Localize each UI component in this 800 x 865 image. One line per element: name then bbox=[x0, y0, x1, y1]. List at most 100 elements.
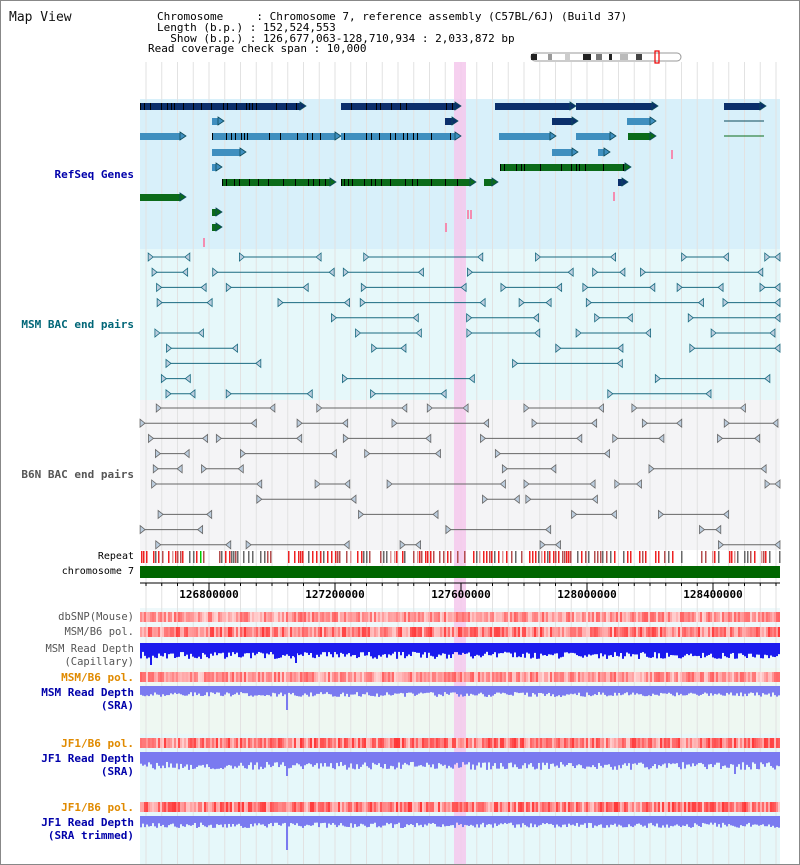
read-depth-bar bbox=[366, 752, 368, 767]
polymorphism-heat bbox=[524, 627, 526, 637]
polymorphism-heat bbox=[612, 627, 614, 637]
read-depth-bar bbox=[454, 816, 456, 828]
repeat-mark bbox=[447, 551, 449, 563]
polymorphism-heat bbox=[376, 738, 378, 748]
repeat-mark bbox=[417, 551, 419, 563]
read-depth-bar bbox=[626, 816, 628, 828]
polymorphism-heat bbox=[464, 612, 466, 622]
read-depth-bar bbox=[304, 752, 306, 766]
read-depth-bar bbox=[248, 686, 250, 697]
bac-end-marker bbox=[330, 448, 337, 459]
polymorphism-heat bbox=[562, 738, 564, 748]
polymorphism-heat bbox=[276, 627, 278, 637]
read-depth-bar bbox=[408, 752, 410, 766]
read-depth-bar bbox=[772, 752, 774, 768]
polymorphism-heat bbox=[638, 672, 640, 682]
read-depth-bar bbox=[392, 816, 394, 828]
polymorphism-heat bbox=[602, 612, 604, 622]
polymorphism-heat bbox=[312, 627, 314, 637]
read-depth-bar bbox=[218, 752, 220, 769]
polymorphism-heat bbox=[524, 612, 526, 622]
polymorphism-heat bbox=[252, 612, 254, 622]
msm-depth-sra-label[interactable]: MSM Read Depth bbox=[41, 686, 134, 699]
read-depth-bar bbox=[494, 816, 496, 824]
polymorphism-heat bbox=[306, 738, 308, 748]
read-depth-bar bbox=[214, 752, 216, 770]
axis-tick-label: 126800000 bbox=[179, 588, 239, 601]
polymorphism-heat bbox=[212, 738, 214, 748]
polymorphism-heat bbox=[692, 738, 694, 748]
polymorphism-heat bbox=[260, 802, 262, 812]
polymorphism-heat bbox=[702, 627, 704, 637]
jf1-depth-sra-label[interactable]: JF1 Read Depth bbox=[41, 752, 134, 765]
read-depth-bar bbox=[178, 643, 180, 657]
gene-exon bbox=[521, 164, 522, 171]
refseq-track-label[interactable]: RefSeq Genes bbox=[54, 168, 134, 181]
repeat-mark bbox=[233, 551, 235, 563]
ideogram-band bbox=[548, 54, 552, 60]
polymorphism-heat bbox=[430, 672, 432, 682]
polymorphism-heat bbox=[746, 672, 748, 682]
read-depth-bar bbox=[500, 643, 502, 654]
read-depth-bar bbox=[442, 686, 444, 697]
bac-end-marker bbox=[567, 267, 574, 278]
gene-exon bbox=[379, 133, 380, 140]
read-depth-bar bbox=[646, 816, 648, 828]
polymorphism-heat bbox=[592, 802, 594, 812]
polymorphism-heat bbox=[688, 627, 690, 637]
polymorphism-heat bbox=[262, 627, 264, 637]
read-depth-bar bbox=[302, 643, 304, 656]
read-depth-bar bbox=[446, 816, 448, 826]
polymorphism-heat bbox=[364, 612, 366, 622]
polymorphism-heat bbox=[490, 672, 492, 682]
polymorphism-heat bbox=[724, 672, 726, 682]
polymorphism-heat bbox=[300, 802, 302, 812]
read-depth-bar bbox=[724, 643, 726, 657]
read-depth-bar bbox=[170, 816, 172, 825]
polymorphism-heat bbox=[608, 802, 610, 812]
polymorphism-heat bbox=[254, 612, 256, 622]
polymorphism-heat bbox=[232, 612, 234, 622]
read-depth-bar bbox=[442, 816, 444, 825]
polymorphism-heat bbox=[296, 672, 298, 682]
polymorphism-heat bbox=[722, 612, 724, 622]
polymorphism-heat bbox=[584, 627, 586, 637]
polymorphism-heat bbox=[496, 802, 498, 812]
gene-exon bbox=[296, 103, 297, 110]
polymorphism-heat bbox=[480, 627, 482, 637]
polymorphism-heat bbox=[770, 612, 772, 622]
gene-exon bbox=[623, 164, 624, 171]
read-depth-bar bbox=[526, 686, 528, 693]
msm-bac-track-label[interactable]: MSM BAC end pairs bbox=[21, 318, 134, 331]
polymorphism-heat bbox=[650, 738, 652, 748]
polymorphism-heat bbox=[358, 802, 360, 812]
polymorphism-heat bbox=[708, 802, 710, 812]
read-depth-bar bbox=[744, 643, 746, 657]
read-depth-bar bbox=[664, 752, 666, 764]
b6n-bac-track-label[interactable]: B6N BAC end pairs bbox=[21, 468, 134, 481]
polymorphism-heat bbox=[586, 672, 588, 682]
polymorphism-heat bbox=[488, 738, 490, 748]
read-depth-bar bbox=[474, 816, 476, 828]
jf1-b6-pol-track-label-2[interactable]: JF1/B6 pol. bbox=[61, 801, 134, 814]
jf1-depth-trimmed-label[interactable]: JF1 Read Depth bbox=[41, 816, 134, 829]
read-depth-bar bbox=[532, 816, 534, 828]
bac-end-marker bbox=[417, 267, 424, 278]
polymorphism-heat bbox=[704, 612, 706, 622]
polymorphism-heat bbox=[238, 627, 240, 637]
polymorphism-heat bbox=[396, 738, 398, 748]
read-depth-bar bbox=[364, 752, 366, 763]
msm-b6-pol-track-label-2[interactable]: MSM/B6 pol. bbox=[61, 671, 134, 684]
polymorphism-heat bbox=[442, 738, 444, 748]
read-depth-bar bbox=[524, 643, 526, 658]
repeat-mark bbox=[339, 551, 341, 563]
jf1-b6-pol-track-label-1[interactable]: JF1/B6 pol. bbox=[61, 737, 134, 750]
repeat-mark bbox=[602, 551, 604, 563]
read-depth-bar bbox=[238, 643, 240, 658]
polymorphism-heat bbox=[618, 802, 620, 812]
read-depth-bar bbox=[690, 686, 692, 693]
read-depth-bar bbox=[438, 686, 440, 695]
polymorphism-heat bbox=[632, 738, 634, 748]
read-depth-bar bbox=[562, 752, 564, 765]
polymorphism-heat bbox=[732, 802, 734, 812]
